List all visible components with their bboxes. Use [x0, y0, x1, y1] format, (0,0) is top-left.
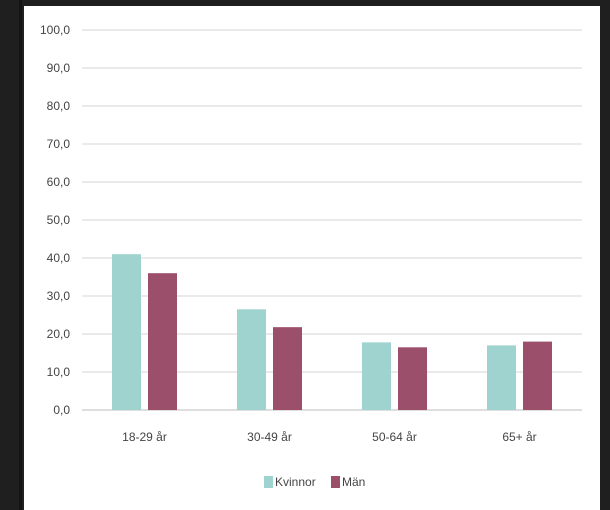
y-tick-label: 80,0	[47, 99, 71, 113]
legend-label-kvinnor: Kvinnor	[275, 475, 316, 489]
legend-swatch-kvinnor	[264, 476, 273, 488]
bar-man-1	[273, 327, 302, 410]
y-tick-label: 0,0	[53, 403, 70, 417]
bar-kvinnor-1	[237, 309, 266, 410]
y-tick-label: 20,0	[47, 327, 71, 341]
x-category-label: 18-29 år	[122, 430, 167, 444]
bar-man-2	[398, 347, 427, 410]
y-tick-label: 100,0	[40, 23, 70, 37]
bar-man-3	[523, 342, 552, 410]
y-tick-label: 70,0	[47, 137, 71, 151]
bar-kvinnor-2	[362, 342, 391, 410]
x-category-label: 50-64 år	[372, 430, 417, 444]
legend-label-man: Män	[342, 475, 365, 489]
y-tick-label: 40,0	[47, 251, 71, 265]
x-axis-labels: 18-29 år 30-49 år 50-64 år 65+ år	[122, 430, 537, 444]
y-tick-label: 50,0	[47, 213, 71, 227]
legend-swatch-man	[331, 476, 340, 488]
y-tick-label: 60,0	[47, 175, 71, 189]
bar-kvinnor-0	[112, 254, 141, 410]
x-category-label: 30-49 år	[247, 430, 292, 444]
y-axis-ticks: 0,0 10,0 20,0 30,0 40,0 50,0 60,0 70,0 80,0 90,0 1…	[40, 23, 70, 417]
bars	[112, 254, 552, 410]
x-category-label: 65+ år	[502, 430, 536, 444]
y-tick-label: 90,0	[47, 61, 71, 75]
y-tick-label: 30,0	[47, 289, 71, 303]
legend: Kvinnor Män	[264, 475, 365, 489]
bar-kvinnor-3	[487, 345, 516, 410]
bar-man-0	[148, 273, 177, 410]
y-tick-label: 10,0	[47, 365, 71, 379]
